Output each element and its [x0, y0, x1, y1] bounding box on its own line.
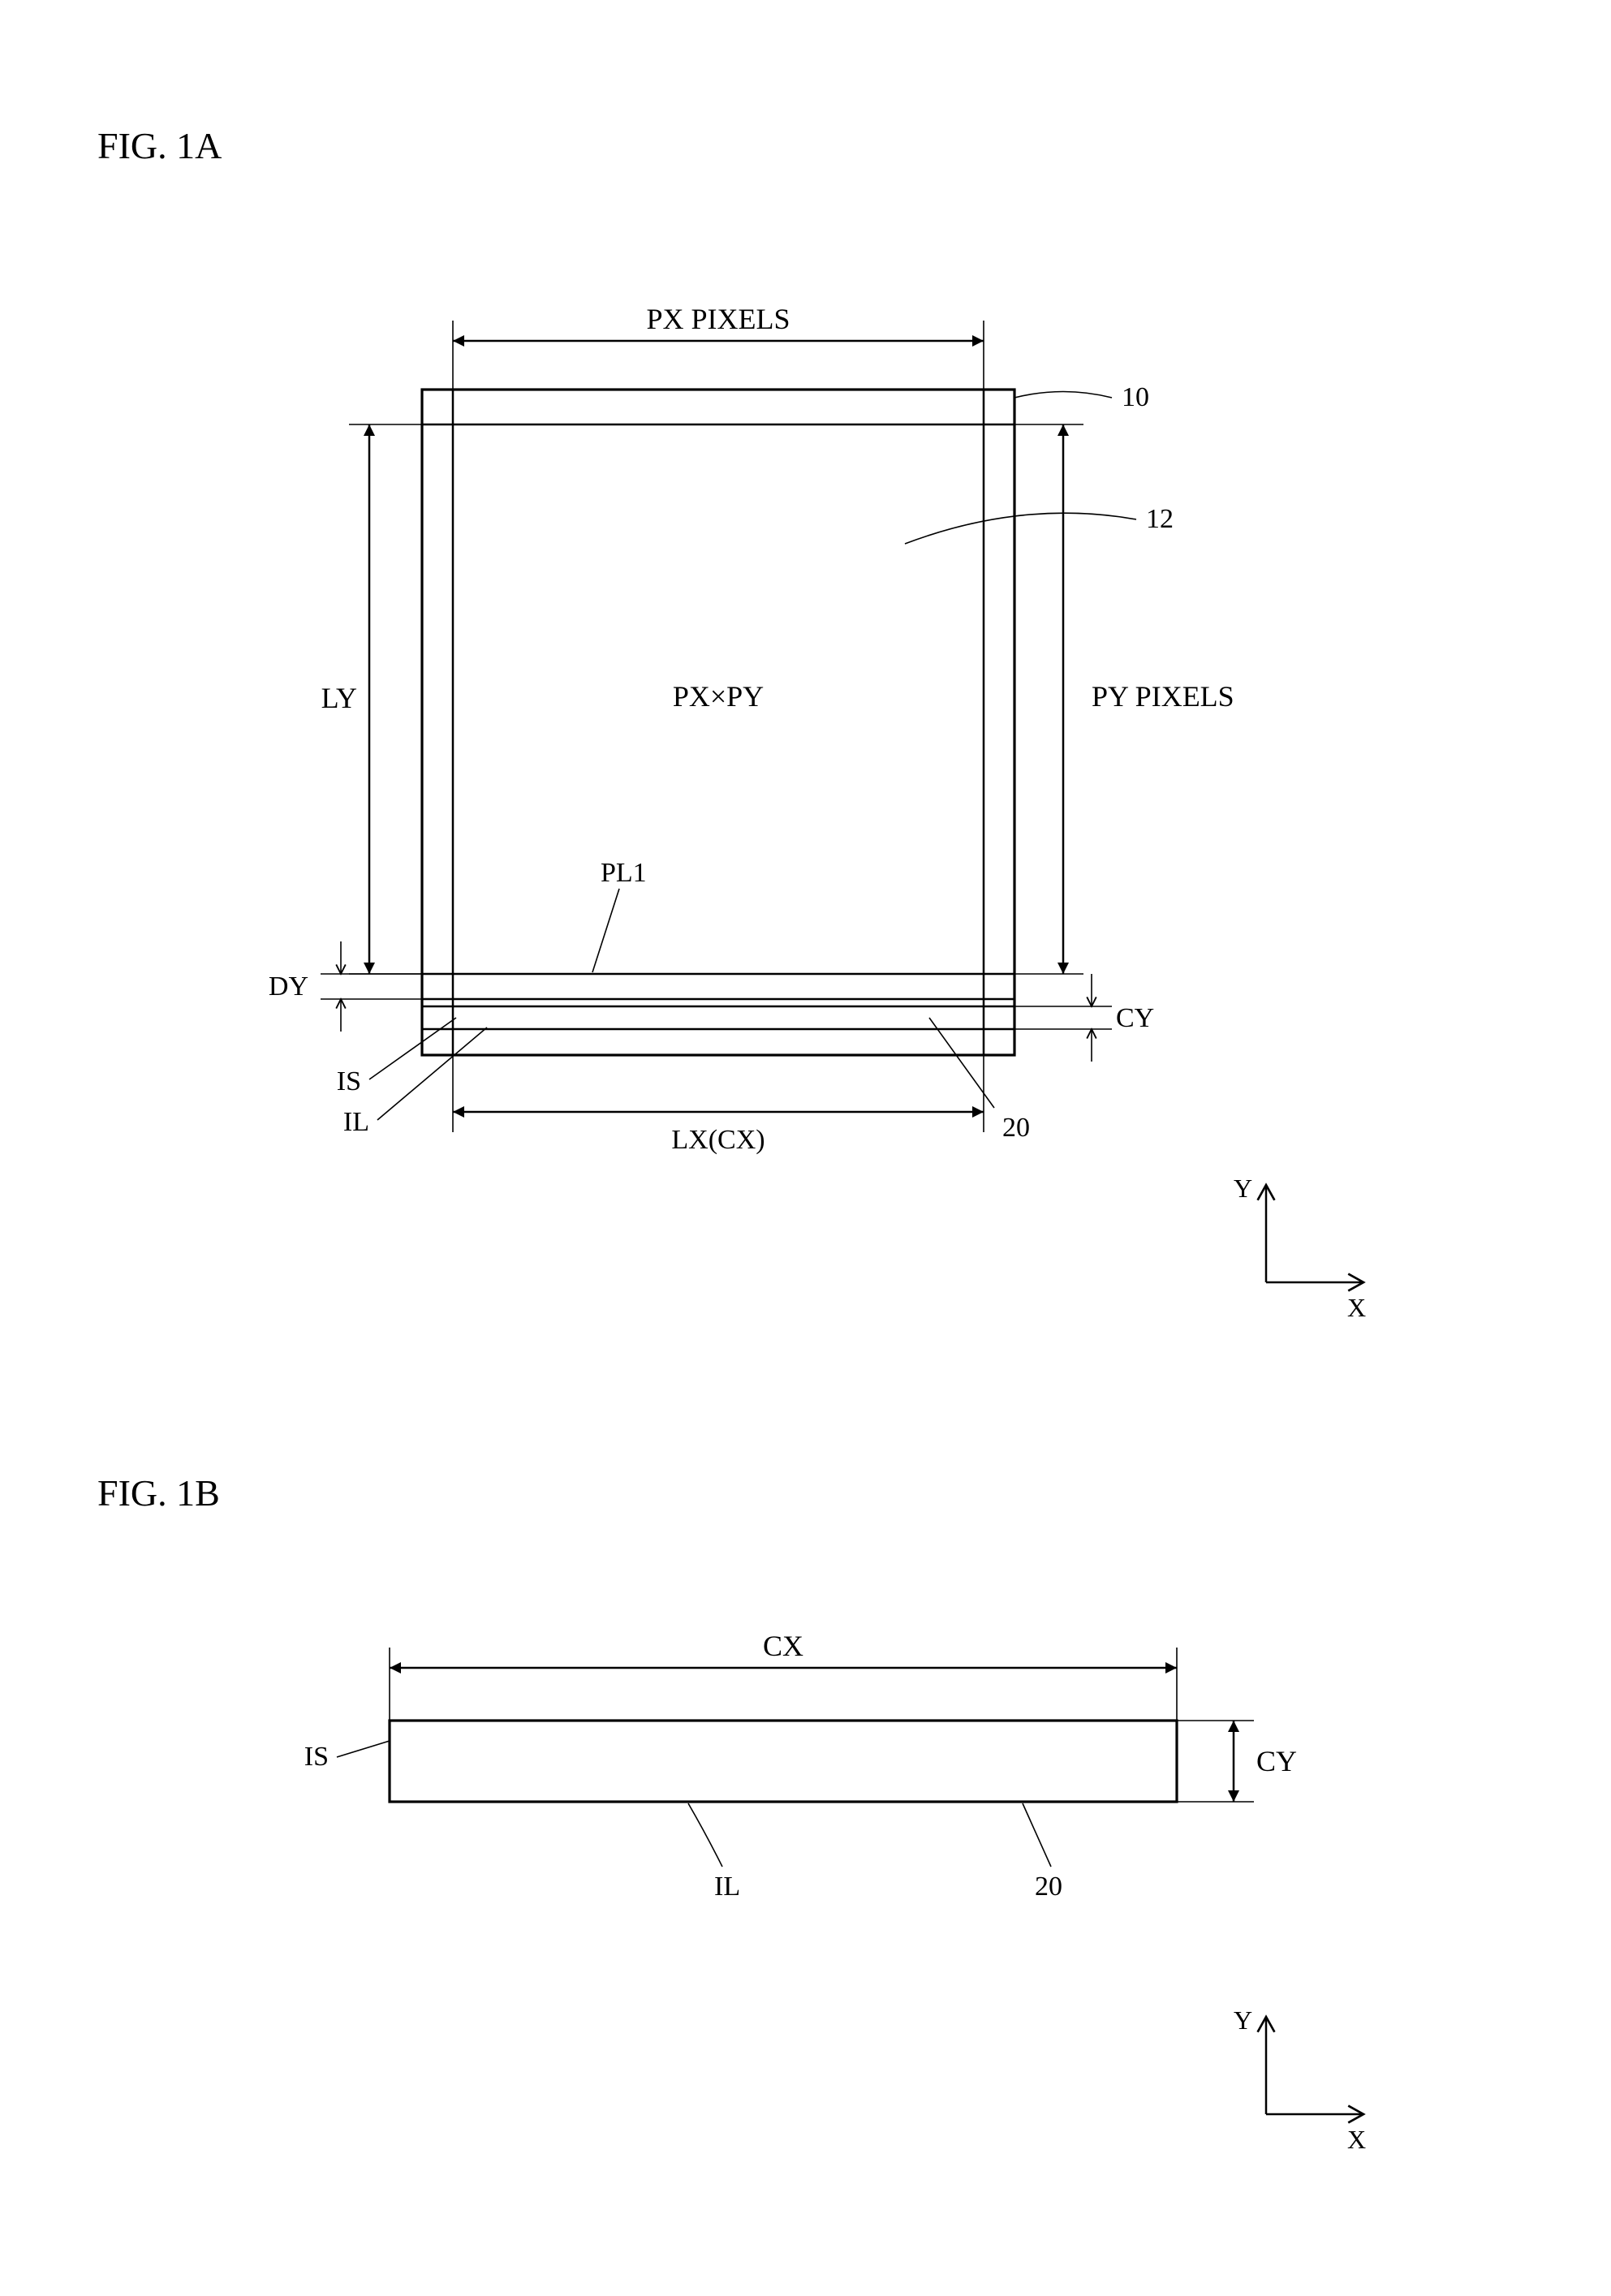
label-px-pixels: PX PIXELS [646, 303, 790, 335]
leader-10 [1014, 392, 1112, 398]
ic-rect [390, 1721, 1177, 1802]
label-pxpy: PX×PY [673, 680, 764, 713]
label-pl1: PL1 [601, 858, 647, 888]
label-py-pixels: PY PIXELS [1092, 680, 1234, 713]
axis-b-y: Y [1234, 2005, 1252, 2035]
label-il: IL [343, 1107, 369, 1137]
axis-a-x: X [1347, 1293, 1366, 1322]
axis-b-x: X [1347, 2125, 1366, 2154]
label-cy-a: CY [1116, 1003, 1154, 1033]
axis-a-y: Y [1234, 1174, 1252, 1203]
label-lxcx: LX(CX) [671, 1125, 765, 1155]
label-10: 10 [1122, 382, 1149, 412]
leader-il [377, 1027, 487, 1120]
outer-frame [422, 390, 1014, 1055]
label-20-b: 20 [1035, 1872, 1062, 1902]
leader-pl1 [592, 889, 619, 972]
diagram-root: FIG. 1A PX PIXELS PY PIXELS LY PX×PY DY … [0, 0, 1611, 2296]
label-is-b: IS [304, 1742, 329, 1772]
label-cx: CX [763, 1630, 803, 1662]
axis-b: Y X [1234, 2005, 1366, 2154]
label-12: 12 [1146, 504, 1174, 534]
label-dy: DY [269, 971, 308, 1002]
leader-12 [905, 513, 1136, 544]
fig-a-title: FIG. 1A [97, 125, 222, 166]
label-cy-b: CY [1256, 1745, 1297, 1777]
label-ly: LY [321, 682, 357, 714]
leader-il-b [688, 1803, 722, 1867]
fig-b-title: FIG. 1B [97, 1472, 220, 1514]
axis-a: Y X [1234, 1174, 1366, 1322]
label-is: IS [337, 1066, 361, 1096]
label-il-b: IL [714, 1872, 740, 1902]
leader-is [369, 1018, 456, 1079]
label-20-a: 20 [1002, 1113, 1030, 1143]
leader-20-b [1023, 1803, 1051, 1867]
leader-is-b [337, 1741, 390, 1757]
